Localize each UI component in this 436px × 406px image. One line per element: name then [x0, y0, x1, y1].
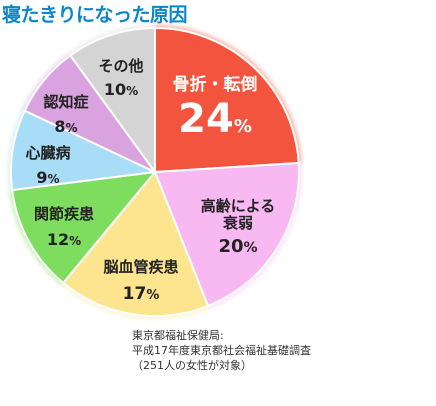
chart-title: 寝たきりになった原因: [2, 4, 188, 26]
slice-label-3: 関節疾患: [34, 205, 94, 223]
slice-label-0: 骨折・転倒: [173, 74, 258, 95]
slice-label-1-line-1: 衰弱: [222, 214, 253, 232]
slice-value-4: 9%: [36, 168, 59, 187]
slice-value-1: 20%: [218, 236, 257, 257]
pie-slice-0: [154, 26, 300, 174]
slice-label-5: 認知症: [43, 93, 88, 111]
pie-slice-2: [61, 170, 210, 317]
pie-slice-4: [10, 109, 159, 192]
slice-value-6: 10%: [104, 80, 138, 99]
pie-slice-6: [68, 26, 156, 176]
source-note: 東京都福祉保健局: 平成17年度東京都社会福祉基礎調査 （251人の女性が対象）: [132, 328, 311, 373]
source-line-1: 東京都福祉保健局:: [132, 329, 224, 342]
pie-slice-1: [153, 161, 301, 308]
slice-value-5: 8%: [54, 117, 77, 136]
slice-value-0: 24%: [178, 96, 252, 142]
source-line-2: 平成17年度東京都社会福祉基礎調査: [132, 344, 311, 357]
slice-value-3: 12%: [47, 230, 81, 249]
source-line-3: （251人の女性が対象）: [132, 359, 252, 372]
slice-label-6: その他: [98, 57, 143, 75]
pie-slice-3: [11, 170, 158, 285]
slice-label-1-line-0: 高齢による: [201, 197, 276, 215]
slice-label-4: 心臓病: [25, 144, 70, 162]
slice-label-2: 脳血管疾患: [103, 258, 178, 276]
slice-value-2: 17%: [123, 284, 160, 304]
